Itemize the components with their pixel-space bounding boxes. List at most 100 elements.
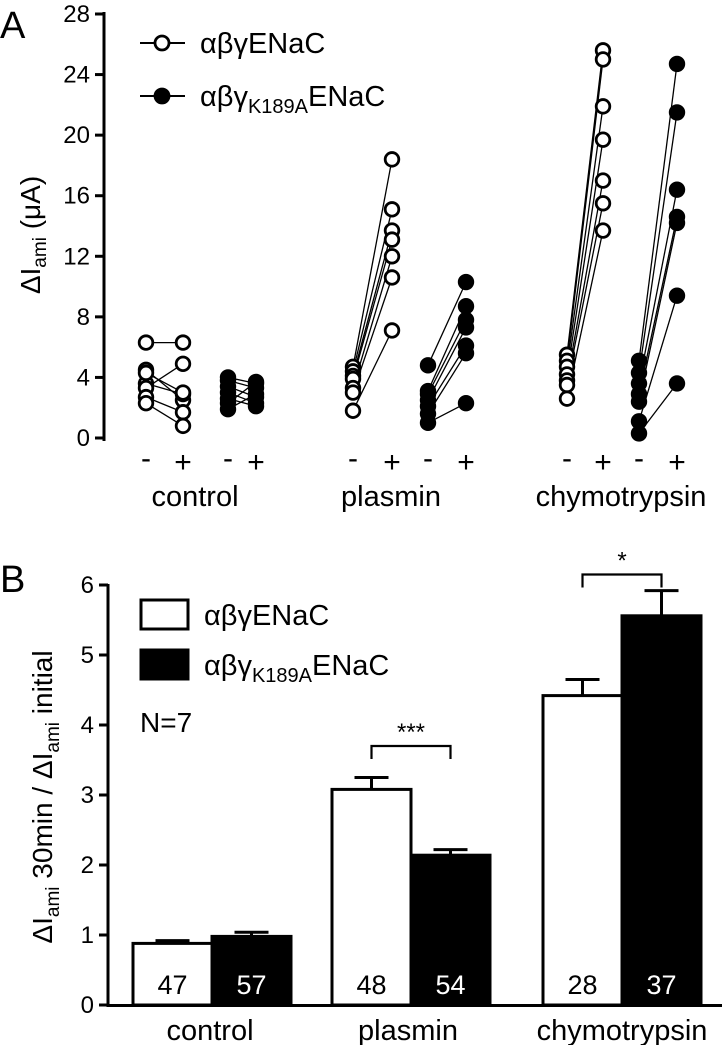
panel-b-ylabel-text: ΔI [27, 917, 58, 943]
panel-b-bar-open [541, 694, 624, 1007]
panel-a-point-filled [630, 393, 648, 410]
panel-a-pair-label-post: + [457, 446, 475, 479]
panel-a-point-filled [419, 357, 437, 374]
panel-a-group-label-plasmin: plasmin [341, 481, 441, 513]
panel-b-ylabel-text: 30min / ΔI [27, 753, 58, 887]
panel-a-point-open [137, 394, 155, 412]
panel-a-pair-label-pre: - [423, 442, 433, 475]
panel-a-point-open [137, 364, 155, 382]
panel-b-y-ticks: 0 1 2 3 4 5 6 [81, 572, 108, 1019]
panel-a-y-tick-label: 8 [77, 304, 90, 331]
panel-a-point-filled [457, 273, 475, 291]
panel-a-pair-label-post: + [174, 446, 192, 479]
panel-a-y-tick-label: 12 [63, 243, 90, 270]
panel-b-legend-main-mutant: αβγ [204, 650, 252, 682]
panel-a-point-open [174, 334, 192, 351]
panel-a-point-open [174, 404, 192, 421]
panel-a-data-points [137, 42, 686, 442]
panel-b-legend-text-wt: αβγENaC [204, 600, 329, 632]
panel-a-point-filled [457, 298, 475, 315]
panel-a-pair-label-post: + [383, 446, 401, 479]
panel-a-ylabel-main: ΔI [15, 268, 46, 294]
panel-a-legend-item-mutant: αβγK189AENaC [140, 81, 385, 118]
panel-a-point-filled [668, 55, 686, 73]
panel-a-point-filled [668, 375, 686, 392]
panel-a-legend-main-wt: αβγENaC [200, 28, 325, 60]
panel-b-ylabel-text: initial [27, 650, 58, 722]
panel-b-y-tick-label: 0 [81, 992, 94, 1019]
panel-a-point-open [383, 322, 401, 339]
panel-b-bar-n-label: 28 [567, 970, 597, 1000]
panel-a-legend-text-mutant: αβγK189AENaC [200, 81, 385, 118]
panel-b-legend: αβγENaC αβγK189AENaC [139, 598, 389, 687]
panel-a-pair-line [352, 239, 393, 380]
panel-a-point-open [383, 269, 401, 286]
panel-b-legend-text-mutant: αβγK189AENaC [204, 650, 389, 687]
panel-a-point-open [558, 376, 576, 394]
panel-b-bar-n-label: 47 [157, 970, 187, 1000]
panel-b-bars: 47 48 28 57 54 37 [131, 589, 703, 1007]
panel-a-point-open [383, 248, 401, 265]
panel-b-bar-n-label: 37 [646, 970, 676, 1000]
panel-a-y-tick-label: 16 [63, 183, 90, 210]
panel-b-bar-filled [620, 614, 703, 1007]
panel-a-pair-line [566, 180, 604, 381]
panel-b-bar-n-label: 54 [435, 970, 465, 1000]
panel-b-y-tick-label: 6 [81, 572, 94, 599]
panel-a-ylabel: ΔIami (μA) [15, 176, 51, 294]
panel-a-point-open [594, 51, 612, 68]
panel-a-y-tick-label: 20 [63, 122, 90, 149]
panel-a-point-open [594, 172, 612, 189]
panel-a-point-open [344, 384, 362, 401]
panel-b-category-label-chymotrypsin: chymotrypsin [537, 1015, 708, 1045]
panel-b-significance: **** [370, 548, 663, 759]
panel-a-point-open [344, 402, 362, 419]
panel-b-category-label-plasmin: plasmin [358, 1015, 458, 1045]
panel-b-category-label-control: control [166, 1015, 253, 1045]
panel-a-point-filled [668, 104, 686, 121]
panel-a-point-open [137, 334, 155, 351]
panel-a-point-open [383, 151, 401, 168]
panel-b-n-annotation: N=7 [140, 707, 192, 738]
panel-a-y-tick-label: 28 [63, 1, 90, 28]
panel-a-point-open [594, 195, 612, 212]
filled-bar-swatch-icon [139, 648, 190, 681]
panel-a-pair-line [638, 112, 678, 373]
panel-a-point-filled [457, 394, 475, 412]
panel-a-point-filled [247, 385, 265, 403]
panel-a-point-open [594, 131, 612, 148]
panel-b-legend-tail-mutant: ENaC [312, 650, 389, 682]
panel-a-legend-text-wt: αβγENaC [200, 28, 325, 60]
panel-a-pair-label-post: + [247, 446, 265, 479]
panel-a-point-filled [219, 401, 237, 418]
panel-a-pair-label-pre: - [348, 442, 358, 475]
panel-a-pair-labels: - + - + - + - + - + - + [141, 442, 686, 479]
panel-a-y-ticks: 0 4 8 12 16 20 24 28 [63, 1, 104, 452]
panel-a-point-filled [668, 287, 686, 304]
panel-a-point-filled [668, 214, 686, 232]
panel-a-legend: αβγENaC αβγK189AENaC [140, 28, 385, 118]
panel-a-legend-main-mutant: αβγ [200, 81, 248, 113]
panel-b-y-tick-label: 1 [81, 922, 94, 949]
panel-a-legend-item-wt: αβγENaC [140, 28, 325, 60]
panel-b-y-tick-label: 5 [81, 642, 94, 669]
panel-b-legend-item-mutant: αβγK189AENaC [139, 648, 389, 687]
panel-a-ylabel-unit: (μA) [15, 176, 46, 237]
panel-a-pair-line [427, 281, 467, 366]
panel-a-point-open [383, 231, 401, 248]
filled-circle-marker-icon [153, 87, 171, 105]
panel-b-bar-filled [210, 934, 293, 1007]
panel-a-point-filled [668, 181, 686, 198]
panel-a-point-open [174, 384, 192, 401]
panel-a-legend-sub-mutant: K189A [248, 96, 309, 118]
panel-a-pair-label-pre: - [141, 442, 151, 475]
panel-a-pair-label-post: + [594, 446, 612, 479]
panel-a-y-tick-label: 4 [77, 364, 90, 391]
panel-a-point-filled [630, 425, 648, 442]
panel-b-legend-sub-mutant: K189A [252, 665, 313, 687]
panel-a-point-open [594, 98, 612, 115]
panel-a-pair-label-pre: - [634, 442, 644, 475]
